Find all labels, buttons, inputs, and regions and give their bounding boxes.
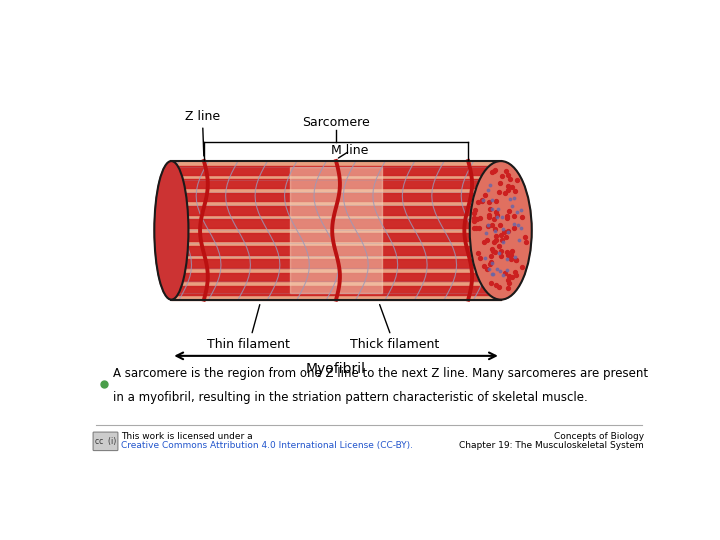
Text: M line: M line: [331, 144, 369, 158]
Text: Concepts of Biology: Concepts of Biology: [554, 432, 644, 441]
Text: in a myofibril, resulting in the striation pattern characteristic of skeletal mu: in a myofibril, resulting in the striati…: [113, 390, 588, 403]
Ellipse shape: [469, 161, 532, 300]
Text: Sarcomere: Sarcomere: [302, 116, 370, 129]
Bar: [171, 161, 500, 300]
Bar: [171, 166, 500, 174]
Text: Chapter 19: The Musculoskeletal System: Chapter 19: The Musculoskeletal System: [459, 441, 644, 450]
Ellipse shape: [154, 161, 189, 300]
Text: Z line: Z line: [185, 110, 220, 156]
Bar: [171, 206, 500, 214]
Bar: [290, 167, 382, 294]
Bar: [171, 260, 500, 268]
Bar: [171, 179, 500, 188]
Bar: [171, 233, 500, 241]
Text: Creative Commons Attribution 4.0 International License (CC-BY).: Creative Commons Attribution 4.0 Interna…: [121, 441, 413, 450]
Bar: [171, 193, 500, 201]
FancyBboxPatch shape: [93, 432, 118, 450]
Text: Thin filament: Thin filament: [207, 305, 290, 351]
Bar: [171, 273, 500, 281]
Text: A sarcomere is the region from one Z line to the next Z line. Many sarcomeres ar: A sarcomere is the region from one Z lin…: [113, 368, 649, 381]
Bar: [171, 219, 500, 228]
Text: Myofibril: Myofibril: [306, 362, 366, 376]
Bar: [171, 286, 500, 295]
Text: This work is licensed under a: This work is licensed under a: [121, 432, 253, 441]
Text: cc  (i): cc (i): [95, 437, 116, 446]
Text: Thick filament: Thick filament: [350, 305, 438, 351]
Bar: [171, 246, 500, 254]
